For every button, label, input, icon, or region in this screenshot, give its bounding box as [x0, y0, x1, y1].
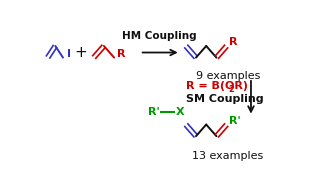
Text: HM Coupling: HM Coupling	[122, 31, 197, 41]
Text: R: R	[229, 37, 238, 47]
Text: SM Coupling: SM Coupling	[186, 94, 263, 104]
Text: X: X	[176, 107, 185, 117]
Text: R: R	[117, 49, 125, 59]
Text: 9 examples: 9 examples	[196, 71, 260, 81]
Text: 2: 2	[228, 85, 234, 94]
Text: R = B(OR): R = B(OR)	[186, 81, 248, 91]
Text: 13 examples: 13 examples	[192, 151, 264, 161]
Text: I: I	[67, 49, 71, 59]
Text: R': R'	[229, 116, 241, 126]
Text: +: +	[75, 45, 87, 60]
Text: R': R'	[148, 107, 160, 117]
